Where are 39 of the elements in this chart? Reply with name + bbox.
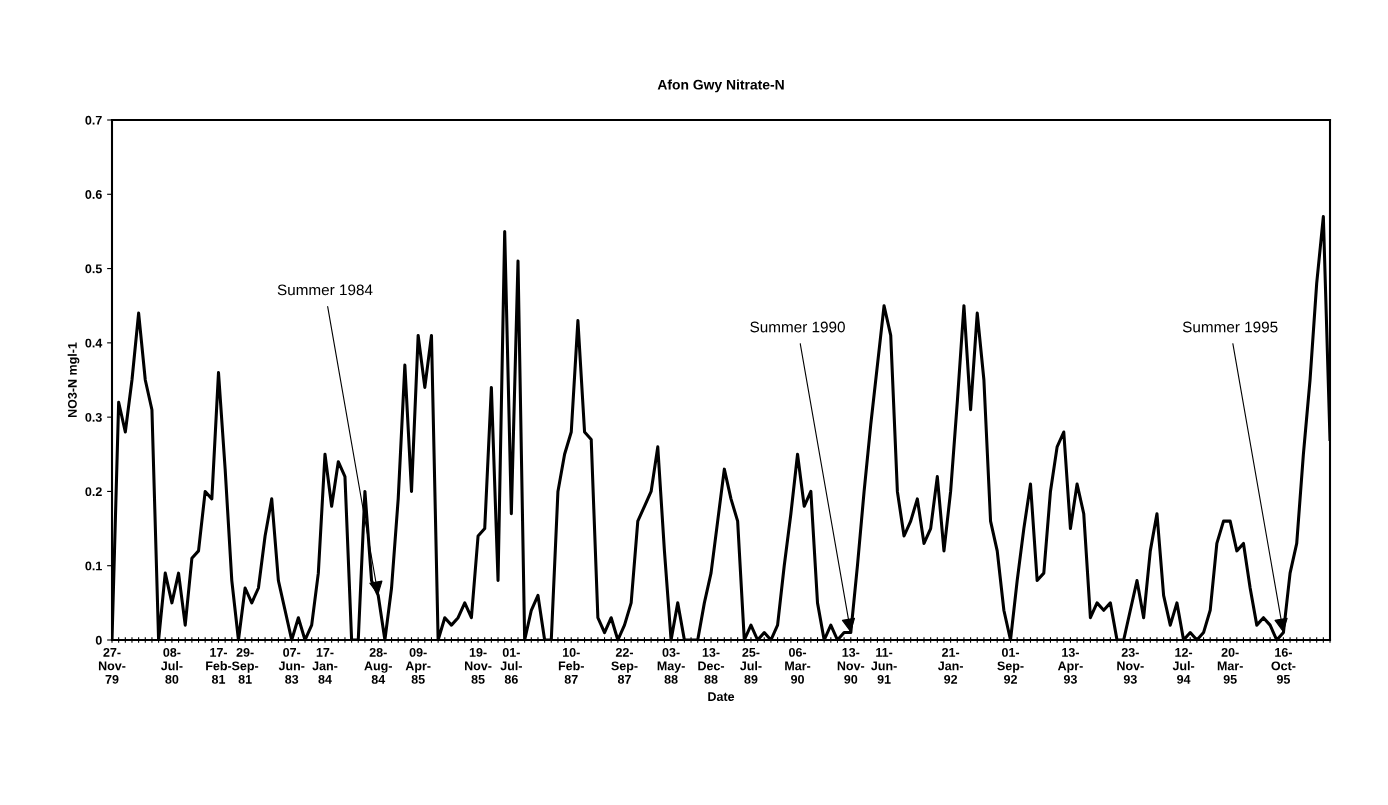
x-tick-label: 22-Sep-87 <box>611 647 638 684</box>
annotation: Summer 1995 <box>1182 321 1278 333</box>
x-tick-label: 01-Sep-92 <box>997 647 1024 684</box>
x-tick-label: 06-Mar-90 <box>785 647 811 684</box>
annotation: Summer 1984 <box>277 284 373 296</box>
x-tick-label: 28-Aug-84 <box>364 647 392 684</box>
y-tick-label: 0.6 <box>85 190 102 199</box>
x-tick-label: 16-Oct-95 <box>1271 647 1296 684</box>
x-tick-label: 19-Nov-85 <box>465 647 492 684</box>
x-tick-label: 13-Nov-90 <box>837 647 865 684</box>
x-tick-label: 21-Jan-92 <box>937 647 963 684</box>
x-tick-label: 10-Feb-87 <box>558 647 584 684</box>
x-tick-label: 12-Jul-94 <box>1172 647 1195 684</box>
x-tick-label: 13-Dec-88 <box>698 647 725 684</box>
x-tick-label: 08-Jul-80 <box>160 647 183 684</box>
x-axis-title: Date <box>708 692 735 702</box>
x-tick-label: 27-Nov-79 <box>98 647 126 684</box>
x-tick-label: 23-Nov-93 <box>1117 647 1144 684</box>
x-tick-label: 01-Jul-86 <box>500 647 522 684</box>
annotation: Summer 1990 <box>750 321 845 333</box>
y-tick-label: 0.1 <box>85 561 102 571</box>
x-tick-label: 17-Feb-81 <box>206 648 232 684</box>
x-tick-label: 25-Jul-89 <box>740 647 762 684</box>
y-tick-label: 0.4 <box>85 338 103 348</box>
y-tick-label: 0.3 <box>85 412 102 422</box>
x-tick-label: 17-Jan-84 <box>312 648 338 684</box>
x-tick-label: 11-Jun-91 <box>871 648 897 684</box>
x-tick-label: 03-May-88 <box>657 647 685 684</box>
x-tick-label: 29-Sep-81 <box>231 647 259 684</box>
y-tick-label: 0.7 <box>85 115 102 125</box>
y-tick-label: 0 <box>95 635 102 645</box>
x-tick-label: 20-Mar-95 <box>1217 647 1243 684</box>
y-tick-label: 0.2 <box>85 487 102 497</box>
x-tick-label: 09-Apr-85 <box>405 647 431 684</box>
x-tick-label: 13-Apr-93 <box>1057 647 1083 684</box>
y-axis-title: NO3-N mgl-1 <box>67 342 80 418</box>
chart-title: Afon Gwy Nitrate-N <box>657 79 784 93</box>
x-tick-label: 07-Jun-83 <box>278 647 305 684</box>
y-tick-label: 0.5 <box>85 264 102 274</box>
